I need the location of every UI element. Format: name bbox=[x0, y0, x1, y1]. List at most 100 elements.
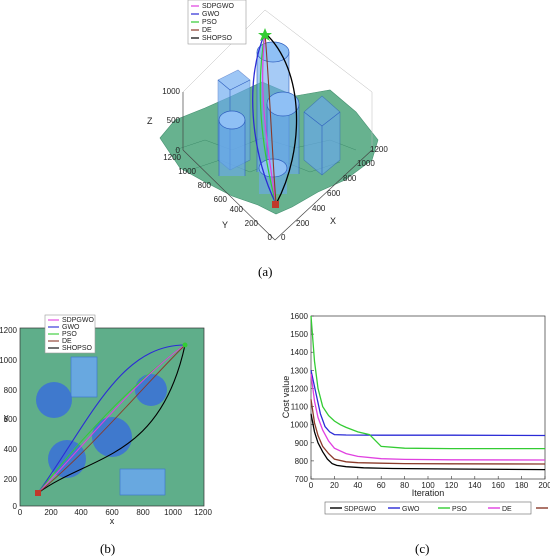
y-tick-label: 1000 bbox=[290, 421, 308, 430]
path-2d-de bbox=[37, 344, 186, 494]
obstacle-2d-circle bbox=[48, 440, 86, 478]
x-tick-3d: 600 bbox=[327, 189, 341, 198]
x-tick-2d: 400 bbox=[74, 508, 88, 517]
legend-b: SDPGWO GWO PSO DE SHOPSO bbox=[44, 314, 96, 354]
caption-b: (b) bbox=[100, 541, 115, 556]
obstacle-2d-circle bbox=[36, 382, 72, 418]
path-2d-shopso bbox=[37, 344, 186, 494]
x-tick-label: 100 bbox=[421, 481, 435, 490]
series-line-pso bbox=[310, 315, 545, 450]
y-tick-label: 900 bbox=[295, 439, 309, 448]
x-tick-3d: 200 bbox=[296, 219, 310, 228]
y-tick-3d: 400 bbox=[230, 205, 244, 214]
path-2d-gwo bbox=[37, 344, 186, 494]
path-3d-pso bbox=[259, 32, 277, 205]
legend-c-item: DE bbox=[502, 506, 512, 513]
y-axis-line bbox=[182, 149, 276, 241]
y-tick-label: 1400 bbox=[290, 348, 308, 357]
obstacle-prism bbox=[303, 95, 341, 176]
x-axis-label: Iteration bbox=[412, 488, 445, 498]
legend-b-item: DE bbox=[62, 338, 72, 345]
x-tick-2d: 800 bbox=[136, 508, 150, 517]
y-tick-label: 1500 bbox=[290, 330, 308, 339]
panel-b-top-view: SDPGWO GWO PSO DE SHOPSO 0 200 400 600 8… bbox=[0, 314, 212, 556]
y-tick-2d: 400 bbox=[4, 445, 18, 454]
x-tick-3d: 800 bbox=[343, 174, 357, 183]
y-tick-label: 1100 bbox=[291, 403, 309, 412]
y-tick-2d: 600 bbox=[4, 415, 18, 424]
y-tick-label: 700 bbox=[295, 475, 309, 484]
box-edge bbox=[182, 9, 266, 93]
z-tick: 0 bbox=[176, 146, 181, 155]
x-tick-2d: 600 bbox=[105, 508, 119, 517]
x-tick-label: 20 bbox=[330, 481, 339, 490]
z-tick: 1000 bbox=[162, 87, 180, 96]
y-tick-label: 1600 bbox=[290, 312, 308, 321]
legend-a-item: PSO bbox=[202, 19, 217, 26]
y-tick-3d: 1000 bbox=[178, 167, 196, 176]
legend-b-item: PSO bbox=[62, 331, 77, 338]
legend-a-item: DE bbox=[202, 27, 212, 34]
legend-c-item: SDPGWO bbox=[344, 506, 376, 513]
plot-area bbox=[310, 315, 546, 480]
x-tick-3d: 1000 bbox=[357, 159, 375, 168]
x-axis-line bbox=[274, 149, 373, 241]
obstacle-2d-circle bbox=[135, 374, 167, 406]
x-tick-2d: 1200 bbox=[194, 508, 212, 517]
y-axis-label-3d: Y bbox=[222, 220, 228, 230]
series-line-gwo bbox=[310, 370, 546, 437]
legend-b-item: SDPGWO bbox=[62, 317, 94, 324]
x-tick-2d: 0 bbox=[18, 508, 23, 517]
x-tick-3d: 0 bbox=[281, 233, 286, 242]
start-marker-2d bbox=[35, 490, 41, 496]
y-tick-3d: 200 bbox=[245, 219, 259, 228]
x-axis-label-2d: x bbox=[110, 516, 115, 526]
x-tick-2d: 1000 bbox=[164, 508, 182, 517]
y-tick-3d: 0 bbox=[268, 233, 273, 242]
x-tick-label: 140 bbox=[468, 481, 482, 490]
legend-a: SDPGWO GWO PSO DE SHOPSO bbox=[187, 0, 247, 45]
legend-a-item: SHOPSO bbox=[202, 35, 233, 42]
x-tick-label: 40 bbox=[353, 481, 362, 490]
obstacle-2d-rect bbox=[70, 356, 98, 398]
x-tick-label: 80 bbox=[400, 481, 409, 490]
y-tick-2d: 1000 bbox=[0, 356, 18, 365]
caption-c: (c) bbox=[415, 541, 429, 556]
legend-a-item: SDPGWO bbox=[202, 3, 234, 10]
path-2d-sdpgwo bbox=[37, 344, 186, 494]
y-tick-2d: 200 bbox=[4, 475, 18, 484]
legend-b-item: GWO bbox=[62, 324, 80, 331]
series-line-sdpgwo bbox=[310, 413, 546, 471]
path-3d-shopso bbox=[264, 32, 277, 205]
y-tick-2d: 800 bbox=[4, 386, 18, 395]
y-axis-label: Cost value bbox=[281, 376, 291, 419]
caption-a: (a) bbox=[258, 264, 272, 279]
goal-marker-2d bbox=[182, 342, 188, 348]
legend-c-item: GWO bbox=[402, 506, 420, 513]
x-tick-label: 60 bbox=[377, 481, 386, 490]
x-axis-label-3d: X bbox=[330, 216, 336, 226]
panel-a-3d-view: SDPGWO GWO PSO DE SHOPSO Z X Y 0 500 100… bbox=[147, 0, 388, 279]
series-line-de bbox=[310, 373, 546, 461]
obstacle-cylinder bbox=[218, 110, 246, 176]
y-tick-label: 1200 bbox=[290, 384, 308, 393]
y-tick-3d: 600 bbox=[214, 195, 228, 204]
x-tick-label: 180 bbox=[515, 481, 529, 490]
z-tick: 500 bbox=[167, 116, 181, 125]
path-3d-de bbox=[262, 32, 277, 205]
series-line-shopso bbox=[310, 399, 546, 465]
path-3d-sdpgwo bbox=[264, 32, 298, 205]
z-axis-label: Z bbox=[147, 116, 153, 126]
legend-c-item: PSO bbox=[452, 506, 467, 513]
y-tick-2d: 0 bbox=[13, 502, 18, 511]
path-3d-gwo bbox=[252, 32, 277, 205]
y-tick-3d: 1200 bbox=[163, 153, 181, 162]
legend-b-item: SHOPSO bbox=[62, 345, 93, 352]
obstacle-2d-rect bbox=[119, 468, 166, 496]
box-edge bbox=[264, 9, 373, 93]
x-tick-3d: 400 bbox=[312, 204, 326, 213]
start-marker-3d bbox=[272, 201, 279, 208]
x-tick-3d: 1200 bbox=[370, 145, 388, 154]
